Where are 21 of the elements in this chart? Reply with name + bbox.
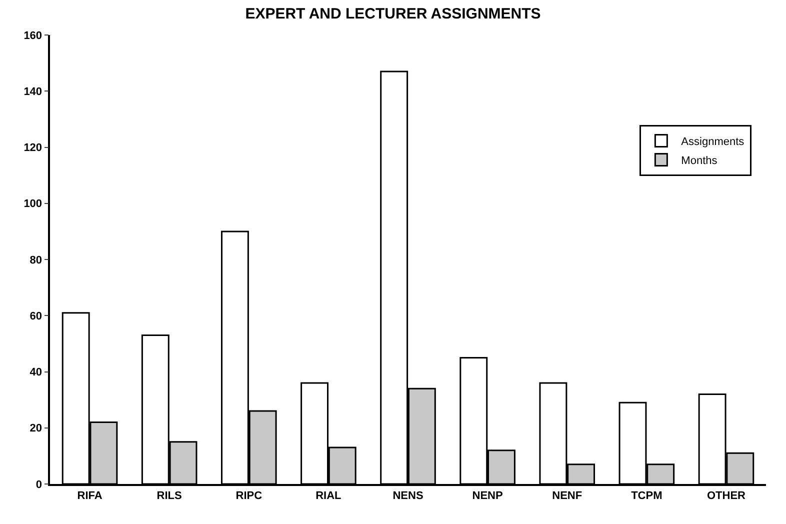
y-tick-label: 100 [24,198,42,210]
y-tick-label: 160 [24,30,42,42]
y-tick-label: 20 [30,422,42,435]
x-tick-label: NENF [552,490,582,502]
x-tick-label: RIAL [316,490,342,502]
x-tick-label: TCPM [631,490,662,502]
legend-label: Assignments [681,136,745,148]
legend-label: Months [681,155,718,168]
y-tick-label: 120 [24,142,42,154]
y-tick-label: 40 [30,366,42,379]
y-tick-label: 0 [36,478,42,491]
chart-title: EXPERT AND LECTURER ASSIGNMENTS [245,5,541,22]
x-tick-label: NENP [472,490,503,502]
y-tick-label: 140 [24,86,42,98]
x-tick-label: RIPC [236,490,262,502]
x-tick-label: RIFA [77,490,102,502]
x-tick-label: RILS [156,490,182,502]
x-tick-label: NENS [392,490,424,502]
y-tick-label: 60 [30,310,42,322]
x-tick-label: OTHER [706,490,746,502]
y-tick-label: 80 [30,254,42,266]
